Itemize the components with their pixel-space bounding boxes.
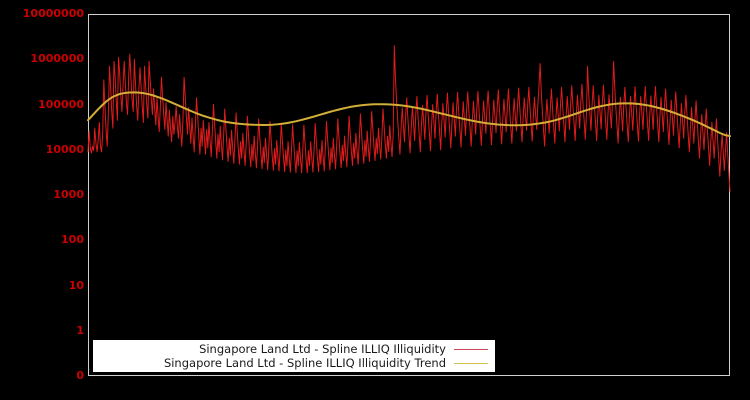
y-axis-tick-100: 100 xyxy=(61,233,84,247)
legend-item-illiquidity-trend: Singapore Land Ltd - Spline ILLIQ Illiqu… xyxy=(94,356,494,370)
y-axis-tick-10000: 10000 xyxy=(45,142,84,156)
y-axis-tick-0: 0 xyxy=(76,369,84,382)
line-swatch-icon xyxy=(454,358,488,369)
y-axis-tick-100000: 100000 xyxy=(38,97,84,111)
y-axis-tick-1000000: 1000000 xyxy=(30,52,84,66)
line-swatch-icon xyxy=(454,344,488,355)
y-axis-tick-10: 10 xyxy=(68,278,84,292)
legend-item-illiquidity: Singapore Land Ltd - Spline ILLIQ Illiqu… xyxy=(94,342,494,356)
y-axis-tick-10000000: 10000000 xyxy=(22,7,84,20)
y-axis-tick-labels: 10000000 1000000 100000 10000 1000 100 10 1 0 xyxy=(0,0,84,400)
chart-legend: Singapore Land Ltd - Spline ILLIQ Illiqu… xyxy=(93,340,495,372)
legend-label-illiquidity-trend: Singapore Land Ltd - Spline ILLIQ Illiqu… xyxy=(163,355,446,370)
plot-area xyxy=(88,14,730,376)
y-axis-tick-1000: 1000 xyxy=(53,188,84,201)
legend-label-illiquidity: Singapore Land Ltd - Spline ILLIQ Illiqu… xyxy=(199,341,446,356)
y-axis-tick-1: 1 xyxy=(76,323,84,337)
